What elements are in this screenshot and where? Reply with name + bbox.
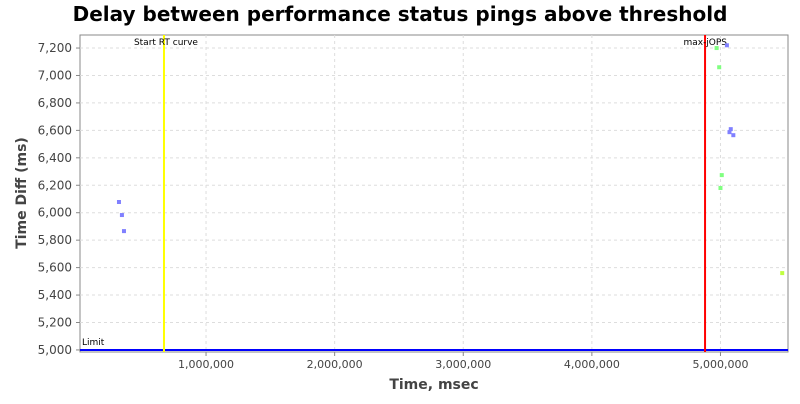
data-point: [780, 271, 785, 276]
data-point: [718, 186, 723, 191]
data-point: [714, 46, 719, 51]
data-point: [728, 127, 733, 132]
y-tick-label: 6,600: [38, 123, 72, 137]
x-axis-label: Time, msec: [389, 377, 478, 393]
y-tick-label: 5,800: [38, 233, 72, 247]
y-axis-label: Time Diff (ms): [14, 137, 30, 249]
data-point: [119, 213, 124, 218]
chart-title: Delay between performance status pings a…: [73, 2, 728, 26]
limit-label: Limit: [82, 338, 105, 348]
data-point: [116, 200, 121, 205]
y-tick-label: 6,200: [38, 178, 72, 192]
data-point: [731, 133, 736, 138]
data-point: [719, 173, 724, 178]
y-tick-label: 6,400: [38, 151, 72, 165]
plot-area: [79, 34, 789, 353]
data-point: [717, 65, 722, 70]
x-tick-label: 1,000,000: [178, 358, 234, 371]
y-tick-label: 6,000: [38, 206, 72, 220]
x-tick-label: 3,000,000: [435, 358, 491, 371]
data-point: [724, 43, 729, 48]
y-tick-label: 7,000: [38, 68, 72, 82]
data-point: [121, 229, 126, 234]
marker-label: Start RT curve: [134, 38, 198, 48]
y-tick-label: 6,800: [38, 96, 72, 110]
x-tick-label: 2,000,000: [307, 358, 363, 371]
y-tick-label: 5,000: [38, 343, 72, 357]
y-tick-label: 5,600: [38, 261, 72, 275]
data-point: [727, 130, 732, 135]
y-tick-label: 5,200: [38, 315, 72, 329]
y-tick-label: 7,200: [38, 41, 72, 55]
x-tick-label: 5,000,000: [692, 358, 748, 371]
x-tick-label: 4,000,000: [564, 358, 620, 371]
marker-label: max-jOPS: [683, 38, 727, 48]
y-tick-label: 5,400: [38, 288, 72, 302]
